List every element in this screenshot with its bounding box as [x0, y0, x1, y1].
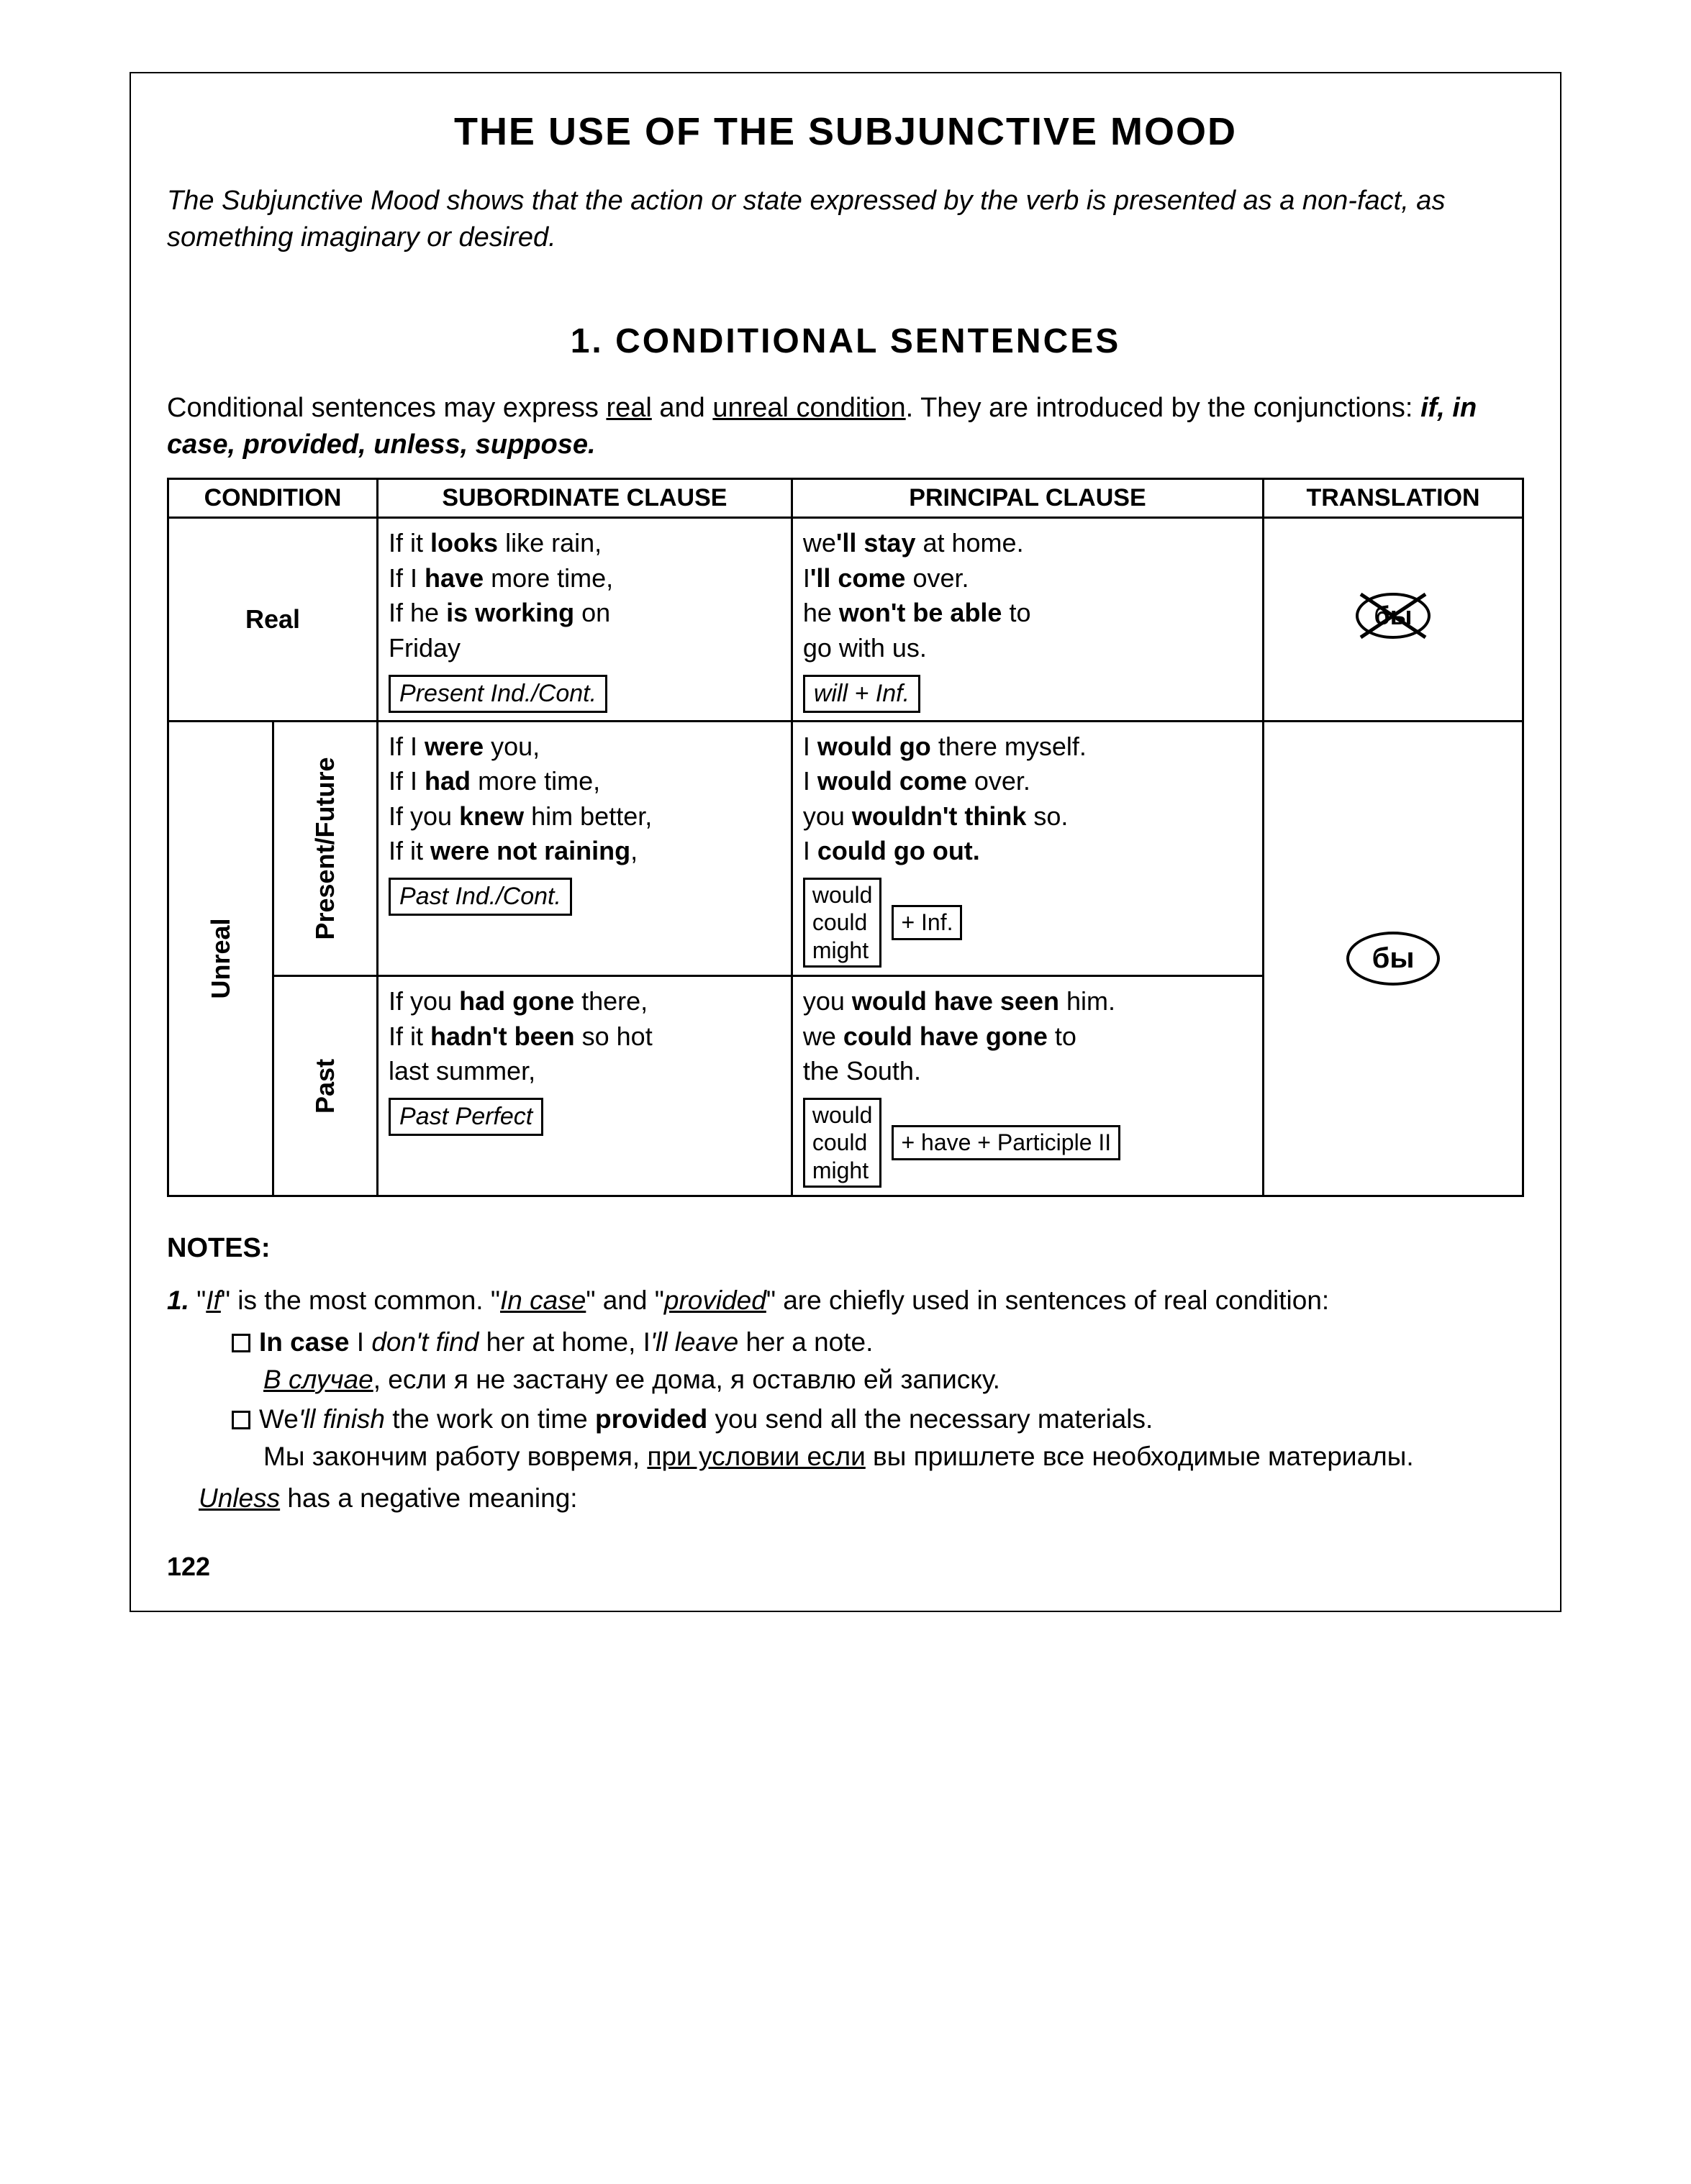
- row-unreal-present-future: Unreal Present/Future If I were you,If I…: [168, 721, 1523, 976]
- by-oval: бы: [1346, 932, 1440, 986]
- note-1: 1. "If" is the most common. "In case" an…: [167, 1282, 1524, 1517]
- past-principal: you would have seen him.we could have go…: [792, 976, 1263, 1196]
- col-translation: TRANSLATION: [1264, 479, 1523, 518]
- pf-principal: I would go there myself.I would come ove…: [792, 721, 1263, 976]
- real-sub-box: Present Ind./Cont.: [389, 675, 607, 713]
- main-title: THE USE OF THE SUBJUNCTIVE MOOD: [167, 109, 1524, 154]
- pf-subordinate: If I were you,If I had more time,If you …: [378, 721, 792, 976]
- intro-paragraph: Conditional sentences may express real a…: [167, 390, 1524, 464]
- page-number: 122: [167, 1552, 1524, 1582]
- past-formula: wouldcouldmight + have + Participle II: [803, 1098, 1252, 1188]
- past-sub-box: Past Perfect: [389, 1098, 543, 1136]
- section-title: 1. CONDITIONAL SENTENCES: [167, 322, 1524, 361]
- col-principal: PRINCIPAL CLAUSE: [792, 479, 1263, 518]
- present-future-label: Present/Future: [273, 721, 378, 976]
- past-subordinate: If you had gone there,If it hadn't been …: [378, 976, 792, 1196]
- col-condition: CONDITION: [168, 479, 378, 518]
- notes-heading: NOTES:: [167, 1233, 1524, 1264]
- page-frame: THE USE OF THE SUBJUNCTIVE MOOD The Subj…: [130, 72, 1561, 1612]
- unless-line: Unless has a negative meaning:: [199, 1480, 1524, 1517]
- row-real: Real If it looks like rain,If I have mor…: [168, 518, 1523, 721]
- col-subordinate: SUBORDINATE CLAUSE: [378, 479, 792, 518]
- table-header-row: CONDITION SUBORDINATE CLAUSE PRINCIPAL C…: [168, 479, 1523, 518]
- real-label: Real: [168, 518, 378, 721]
- struck-by-icon: бы: [1350, 583, 1436, 648]
- real-translation: бы: [1264, 518, 1523, 721]
- real-prin-box: will + Inf.: [803, 675, 920, 713]
- pf-sub-box: Past Ind./Cont.: [389, 878, 572, 916]
- pf-formula: wouldcouldmight + Inf.: [803, 878, 1252, 968]
- conditionals-table: CONDITION SUBORDINATE CLAUSE PRINCIPAL C…: [167, 478, 1524, 1197]
- intro-text: The Subjunctive Mood shows that the acti…: [167, 183, 1524, 257]
- real-subordinate: If it looks like rain,If I have more tim…: [378, 518, 792, 721]
- unreal-translation: бы: [1264, 721, 1523, 1196]
- real-principal: we'll stay at home.I'll come over.he won…: [792, 518, 1263, 721]
- unreal-label: Unreal: [168, 721, 273, 1196]
- past-label: Past: [273, 976, 378, 1196]
